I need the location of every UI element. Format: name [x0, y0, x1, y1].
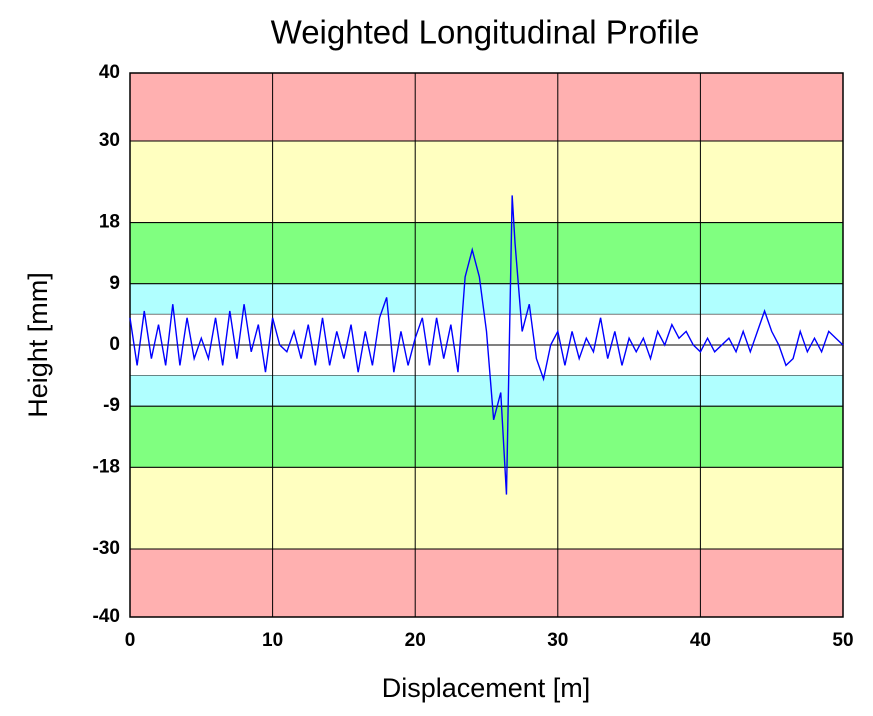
y-tick-label: -9: [103, 395, 120, 416]
x-tick-label: 50: [832, 630, 853, 651]
x-tick-label: 20: [405, 630, 426, 651]
band: [130, 141, 843, 223]
profile-line: [129, 195, 844, 495]
x-tick-label: 0: [125, 630, 136, 651]
y-tick-label: -18: [93, 456, 120, 477]
y-tick-label: -40: [93, 606, 120, 627]
band: [130, 406, 843, 468]
y-tick-label: 30: [99, 130, 120, 151]
y-tick-label: 0: [109, 334, 120, 355]
x-tick-label: 30: [547, 630, 568, 651]
y-tick-label: -30: [93, 538, 120, 559]
y-tick-label: 40: [99, 62, 120, 83]
x-tick-label: 40: [690, 630, 711, 651]
band: [130, 73, 843, 141]
band: [130, 467, 843, 549]
y-tick-label: 18: [99, 212, 120, 233]
band: [130, 222, 843, 284]
x-axis-label: Displacement [m]: [382, 673, 591, 703]
y-tick-label: 9: [109, 273, 120, 294]
band: [130, 549, 843, 617]
chart-title: Weighted Longitudinal Profile: [271, 14, 700, 51]
band: [130, 283, 843, 315]
y-axis-label: Height [mm]: [23, 272, 53, 418]
band: [130, 375, 843, 407]
x-tick-label: 10: [262, 630, 283, 651]
